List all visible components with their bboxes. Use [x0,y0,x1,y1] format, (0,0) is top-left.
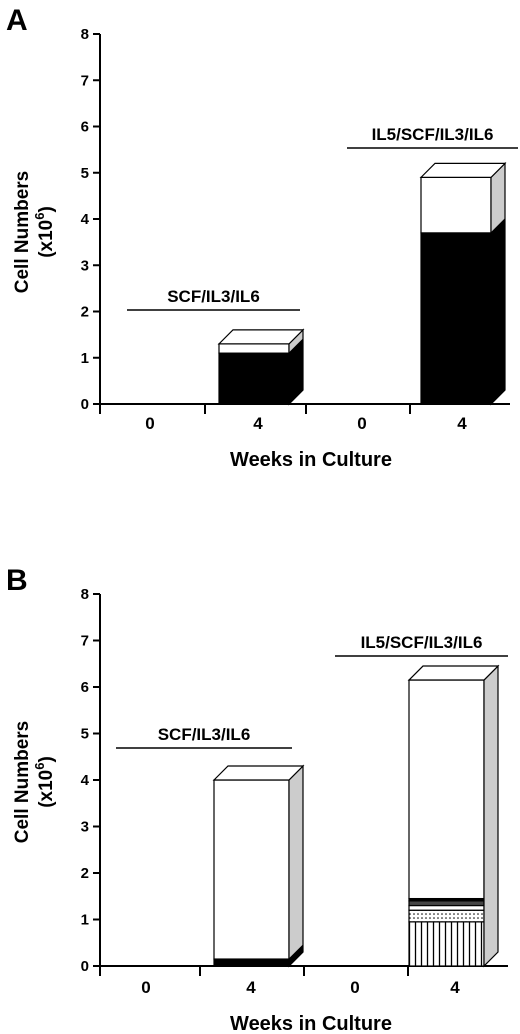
bar-segment [420,176,492,234]
y-axis-title-a: Cell Numbers (x106) [12,171,57,293]
bar-top-face [212,765,305,781]
x-axis-title-b: Weeks in Culture [230,1013,392,1034]
bar-segment [420,232,492,405]
bar [217,328,305,406]
x-tick-label: 4 [450,978,460,997]
group-label: IL5/SCF/IL3/IL6 [361,633,483,652]
y-tick-label: 4 [81,211,90,228]
y-tick-label: 1 [81,912,89,929]
bars-a [217,161,507,406]
y-tick-label: 0 [81,958,89,975]
bar [419,161,507,406]
bar-side-face [483,664,499,968]
bar-segment [408,679,485,900]
bar-segment [218,343,290,354]
x-tick-label: 0 [145,414,154,433]
bars-b [212,664,500,968]
group-label: IL5/SCF/IL3/IL6 [372,125,494,144]
bar [407,664,500,968]
x-tick-label: 4 [246,978,256,997]
labels-b: 0 4 0 4 SCF/IL3/IL6 IL5/SCF/IL3/IL6 [116,633,508,997]
bar-segment [408,909,485,923]
y-tick-label: 0 [81,396,89,413]
y-tick-label: 8 [81,26,89,43]
x-tick-label: 0 [350,978,359,997]
y-tick-label: 5 [81,726,89,743]
x-tick-label: 0 [357,414,366,433]
y-axis-title-line1-b: Cell Numbers [12,721,33,843]
y-tick-label: 8 [81,586,89,603]
y-axis-title-b: Cell Numbers (x106) [12,721,57,843]
labels-a: 0 4 0 4 SCF/IL3/IL6 IL5/SCF/IL3/IL6 [127,125,518,433]
y-tick-label: 3 [81,257,89,274]
panel-label-a: A [6,4,28,37]
bar-segment [213,958,290,967]
y-tick-label: 1 [81,350,89,367]
y-tick-label: 5 [81,165,89,182]
bar-segment [408,921,485,967]
panel-b: B Cell Numbers (x106) 0 1 2 3 4 5 6 7 8 0 4 0 4 SCF/… [6,564,508,1034]
group-label: SCF/IL3/IL6 [167,287,260,306]
y-tick-label: 7 [81,633,89,650]
bar-side-face-dark [288,337,304,406]
x-tick-label: 0 [141,978,150,997]
y-axis-title-line1-a: Cell Numbers [12,171,33,293]
y-tick-label: 3 [81,819,89,836]
bar-segment [408,904,485,911]
bar-segment [213,779,290,960]
bar-side-face-dark [490,217,506,406]
y-axis-title-line2-a: (x106) [32,206,57,258]
y-tick-label: 6 [81,679,89,696]
x-tick-label: 4 [253,414,263,433]
panel-label-b: B [6,564,28,597]
y-tick-label: 2 [81,304,89,321]
y-tick-label: 2 [81,865,89,882]
y-tick-label: 6 [81,119,89,136]
x-tick-label: 4 [457,414,467,433]
bar-side-face [288,764,304,968]
bar-segment [408,900,485,907]
bar-top-face [419,162,507,178]
bar-top-face [407,665,500,681]
y-axis-title-line2-b: (x106) [32,756,57,808]
bar-top-face [217,329,305,345]
bar-segment [218,352,290,405]
bar-side-face-dark [288,943,304,968]
panel-a: A Cell Numbers (x106) 0 1 2 3 4 5 6 7 8 0 4 0 4 SCF/… [6,4,518,471]
y-tick-label: 7 [81,72,89,89]
y-tick-label: 4 [81,772,90,789]
group-label: SCF/IL3/IL6 [158,725,251,744]
bar [212,764,305,968]
x-axis-title-a: Weeks in Culture [230,449,392,471]
